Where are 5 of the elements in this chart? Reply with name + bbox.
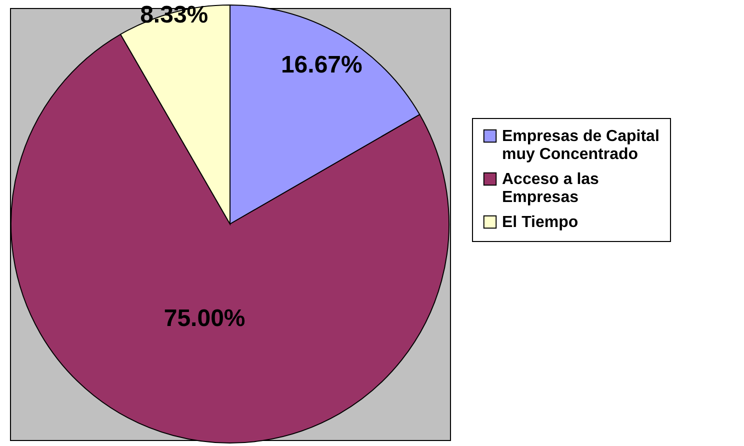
legend-label: Empresas de Capital muy Concentrado <box>502 128 660 163</box>
data-label: 16.67% <box>280 51 362 78</box>
data-label: 75.00% <box>164 304 246 332</box>
legend-label: Acceso a las Empresas <box>502 171 600 206</box>
legend-label: El Tiempo <box>502 214 578 231</box>
